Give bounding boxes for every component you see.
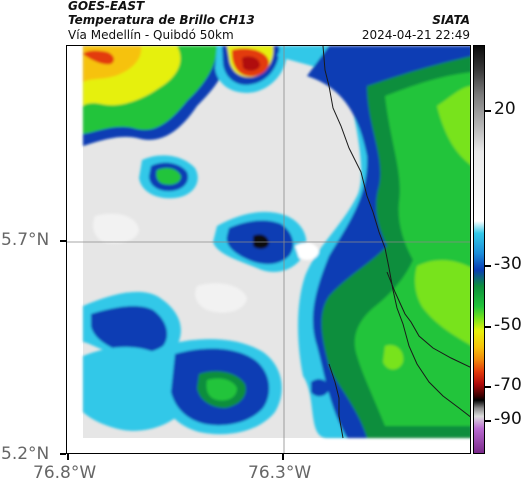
cloud-upper-mid-green (156, 168, 181, 185)
colorbar-label: 20 (494, 99, 516, 119)
cloud-right-green (354, 72, 470, 426)
cloud-small-blue (311, 379, 329, 397)
satellite-map (66, 45, 471, 454)
timestamp: 2024-04-21 22:49 (361, 28, 470, 42)
map-left-strip (67, 46, 83, 453)
cloud-top-left-red (83, 50, 114, 65)
colorbar-label: -30 (494, 254, 522, 274)
x-tick-mark (67, 454, 69, 460)
cloud-left-mid-blue (91, 306, 168, 354)
map-bottom-strip (67, 438, 470, 453)
y-tick-mark (60, 240, 66, 242)
colorbar-tick (485, 386, 491, 388)
y-tick-mark (60, 453, 66, 455)
y-tick-label: 5.7°N (1, 230, 50, 250)
colorbar-label: -70 (494, 375, 522, 395)
colorbar-tick (485, 420, 491, 422)
satellite-name: GOES-EAST (68, 0, 145, 13)
colorbar-tick (485, 110, 491, 112)
boundary-line-a (322, 46, 470, 418)
colorbar-label: -50 (494, 315, 522, 335)
cloud-white-patch-c (195, 283, 247, 313)
boundary-line-c (328, 363, 344, 439)
colorbar-tick (485, 265, 491, 267)
brightness-temperature-field (67, 46, 470, 453)
cloud-white-patch-b (93, 213, 139, 244)
colorbar-label: -90 (494, 409, 522, 429)
cloud-right-lightgreen-a (437, 86, 470, 165)
y-tick-label: 5.2°N (1, 444, 50, 464)
product-title: Temperatura de Brillo CH13 (68, 13, 255, 27)
x-tick-label: 76.3°W (248, 463, 312, 483)
organization-label: SIATA (432, 13, 470, 27)
cloud-bottom-center-green (206, 378, 237, 401)
cloud-white-patch-a (295, 242, 319, 260)
colorbar (473, 45, 485, 454)
cloud-top-center-core (242, 56, 261, 71)
x-tick-mark (282, 454, 284, 460)
region-label: Vía Medellín - Quibdó 50km (68, 28, 234, 42)
boundary-line-b (386, 271, 470, 368)
x-tick-label: 76.8°W (33, 463, 97, 483)
colorbar-tick (485, 326, 491, 328)
cloud-right-lightgreen-c (383, 344, 404, 370)
cloud-right-lightgreen-b (415, 260, 470, 345)
